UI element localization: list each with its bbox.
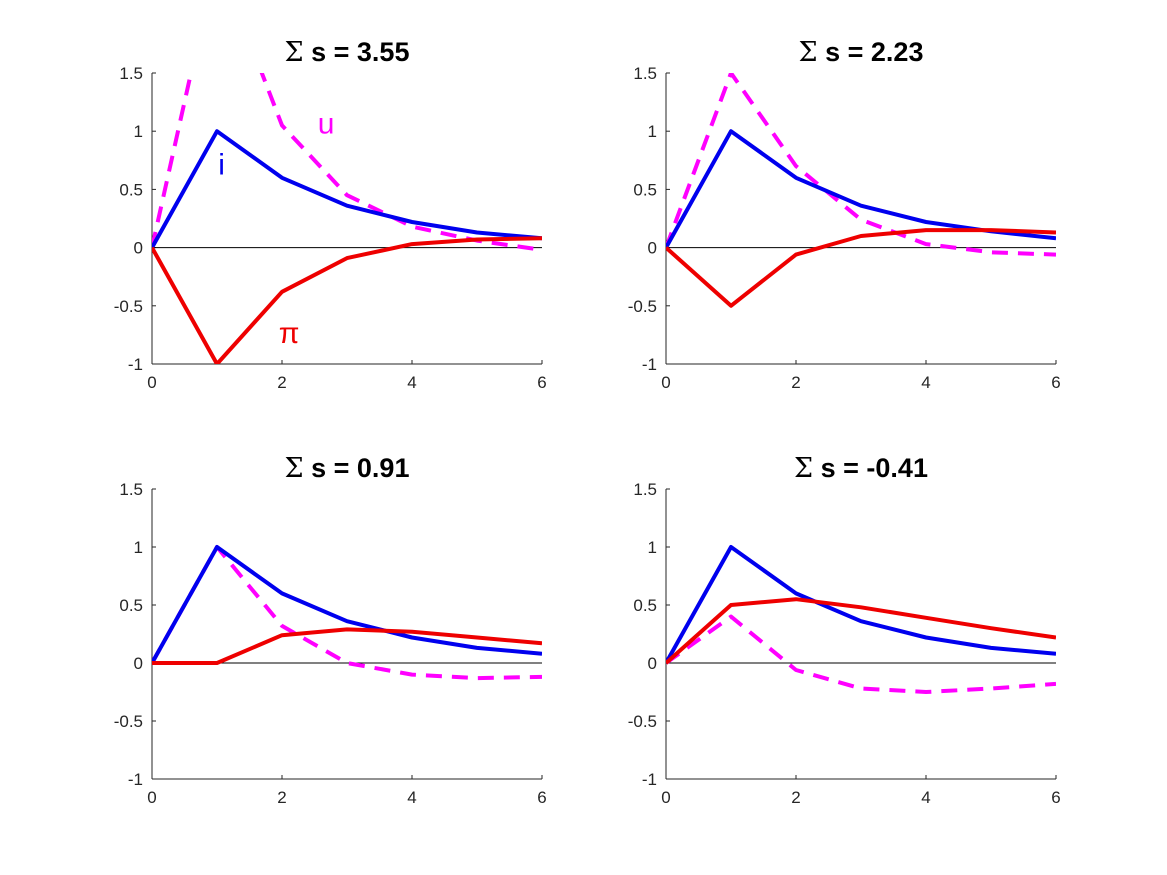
y-tick-label: 0.5 bbox=[119, 180, 143, 199]
plot-area bbox=[152, 545, 542, 681]
title-sigma-symbol: Σ bbox=[285, 453, 304, 484]
series-line-i bbox=[666, 545, 1056, 664]
y-tick-label: 1.5 bbox=[119, 64, 143, 83]
y-tick-label: 1.5 bbox=[633, 64, 657, 83]
x-tick-label: 4 bbox=[407, 788, 416, 807]
y-tick-label: 1 bbox=[648, 538, 657, 557]
x-tick-label: 2 bbox=[277, 788, 286, 807]
y-tick-label: 0.5 bbox=[119, 596, 143, 615]
y-tick-label: 0 bbox=[134, 654, 143, 673]
x-tick-label: 2 bbox=[277, 373, 286, 392]
x-tick-label: 4 bbox=[921, 788, 930, 807]
subplot-title: Σ s = -0.41 bbox=[794, 453, 928, 484]
y-tick-label: 1.5 bbox=[119, 480, 143, 499]
y-tick-label: -0.5 bbox=[628, 712, 657, 731]
y-tick-label: -0.5 bbox=[628, 297, 657, 316]
y-tick-label: 1 bbox=[134, 538, 143, 557]
y-tick-label: -1 bbox=[642, 355, 657, 374]
y-tick-label: -0.5 bbox=[114, 712, 143, 731]
title-sigma-symbol: Σ bbox=[799, 37, 818, 68]
y-tick-label: 1 bbox=[134, 122, 143, 141]
title-sigma-symbol: Σ bbox=[285, 37, 304, 68]
y-tick-label: 0 bbox=[648, 239, 657, 258]
y-tick-label: 1 bbox=[648, 122, 657, 141]
subplot-title: Σ s = 3.55 bbox=[285, 37, 410, 68]
y-tick-label: -1 bbox=[128, 355, 143, 374]
title-value: s = 2.23 bbox=[818, 37, 924, 67]
title-value: s = 3.55 bbox=[304, 37, 410, 67]
title-value: s = -0.41 bbox=[813, 453, 928, 483]
x-tick-label: 6 bbox=[1051, 373, 1060, 392]
x-tick-label: 0 bbox=[147, 373, 156, 392]
x-tick-label: 0 bbox=[661, 373, 670, 392]
subplot-title: Σ s = 0.91 bbox=[285, 453, 410, 484]
y-tick-label: 1.5 bbox=[633, 480, 657, 499]
x-tick-label: 0 bbox=[661, 788, 670, 807]
y-tick-label: 0 bbox=[134, 239, 143, 258]
subplot-3: -1 -0.5 0 0.5 1 1.5 0 2 4 6 Σ s = 0.91 bbox=[114, 453, 547, 807]
plot-area bbox=[666, 73, 1056, 308]
subplot-title: Σ s = 2.23 bbox=[799, 37, 924, 68]
y-tick-label: 0 bbox=[648, 654, 657, 673]
y-tick-label: -0.5 bbox=[114, 297, 143, 316]
subplot-1: -1 -0.5 0 0.5 1 1.5 0 2 4 6 Σ s = 3.55 u i π bbox=[114, 37, 547, 392]
series-annotation: π bbox=[279, 317, 300, 350]
title-sigma-symbol: Σ bbox=[794, 453, 813, 484]
title-value: s = 0.91 bbox=[304, 453, 410, 483]
y-tick-label: -1 bbox=[128, 770, 143, 789]
y-tick-label: 0.5 bbox=[633, 180, 657, 199]
series-annotation: u bbox=[318, 108, 335, 141]
series-line-pi bbox=[152, 236, 542, 364]
series-line-i bbox=[152, 129, 542, 249]
series-line-pi bbox=[152, 627, 542, 665]
plot-area bbox=[152, 73, 542, 364]
y-tick-label: -1 bbox=[642, 770, 657, 789]
x-tick-label: 4 bbox=[921, 373, 930, 392]
x-tick-label: 6 bbox=[537, 788, 546, 807]
x-tick-label: 0 bbox=[147, 788, 156, 807]
x-tick-label: 2 bbox=[791, 788, 800, 807]
subplot-4: -1 -0.5 0 0.5 1 1.5 0 2 4 6 Σ s = -0.41 bbox=[628, 453, 1061, 807]
series-line-pi bbox=[666, 228, 1056, 308]
series-annotation: i bbox=[218, 148, 225, 181]
x-tick-label: 6 bbox=[1051, 788, 1060, 807]
series-line-u bbox=[666, 614, 1056, 694]
subplot-2: -1 -0.5 0 0.5 1 1.5 0 2 4 6 Σ s = 2.23 bbox=[628, 37, 1061, 392]
x-tick-label: 6 bbox=[537, 373, 546, 392]
x-tick-label: 4 bbox=[407, 373, 416, 392]
series-line-pi bbox=[666, 597, 1056, 665]
plot-area bbox=[666, 545, 1056, 694]
y-tick-label: 0.5 bbox=[633, 596, 657, 615]
x-tick-label: 2 bbox=[791, 373, 800, 392]
series-line-i bbox=[152, 545, 542, 664]
